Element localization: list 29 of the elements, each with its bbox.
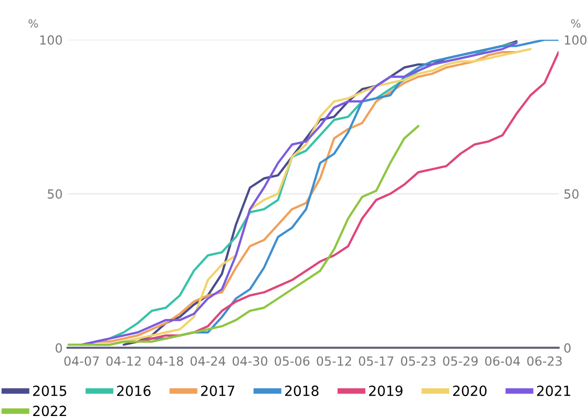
y-tick-label: 0 — [56, 343, 62, 353]
x-tick-label: 05-06 — [274, 356, 310, 366]
legend-label: 2020 — [453, 386, 487, 396]
x-tick-label: 06-23 — [527, 356, 562, 366]
x-tick-label: 05-23 — [400, 356, 436, 366]
legend-label: 2021 — [537, 386, 570, 396]
x-tick-label: 04-12 — [106, 356, 141, 366]
x-tick-label: 06-04 — [485, 356, 520, 366]
legend-label: 2015 — [33, 386, 66, 396]
x-tick-label: 05-17 — [358, 356, 394, 366]
y2-tick-label: 0 — [564, 343, 571, 353]
y-tick-label: 50 — [48, 189, 62, 199]
legend-label: 2016 — [117, 386, 151, 396]
legend-label: 2018 — [285, 386, 319, 396]
x-tick-label: 05-29 — [443, 356, 478, 366]
y-axis-title: % — [28, 19, 38, 28]
y2-tick-label: 50 — [564, 189, 579, 199]
y2-axis-title: % — [571, 19, 580, 28]
x-tick-label: 04-30 — [232, 356, 268, 366]
line-series — [68, 124, 420, 346]
y2-tick-label: 100 — [564, 35, 586, 45]
legend-label: 2019 — [369, 386, 402, 396]
x-tick-label: 04-18 — [148, 356, 184, 366]
x-tick-label: 04-24 — [190, 356, 226, 366]
legend-label: 2017 — [201, 386, 234, 396]
x-tick-label: 05-12 — [316, 356, 352, 366]
x-tick-label: 04-07 — [64, 356, 99, 366]
y-tick-label: 100 — [40, 35, 62, 45]
legend-label: 2022 — [33, 406, 66, 416]
